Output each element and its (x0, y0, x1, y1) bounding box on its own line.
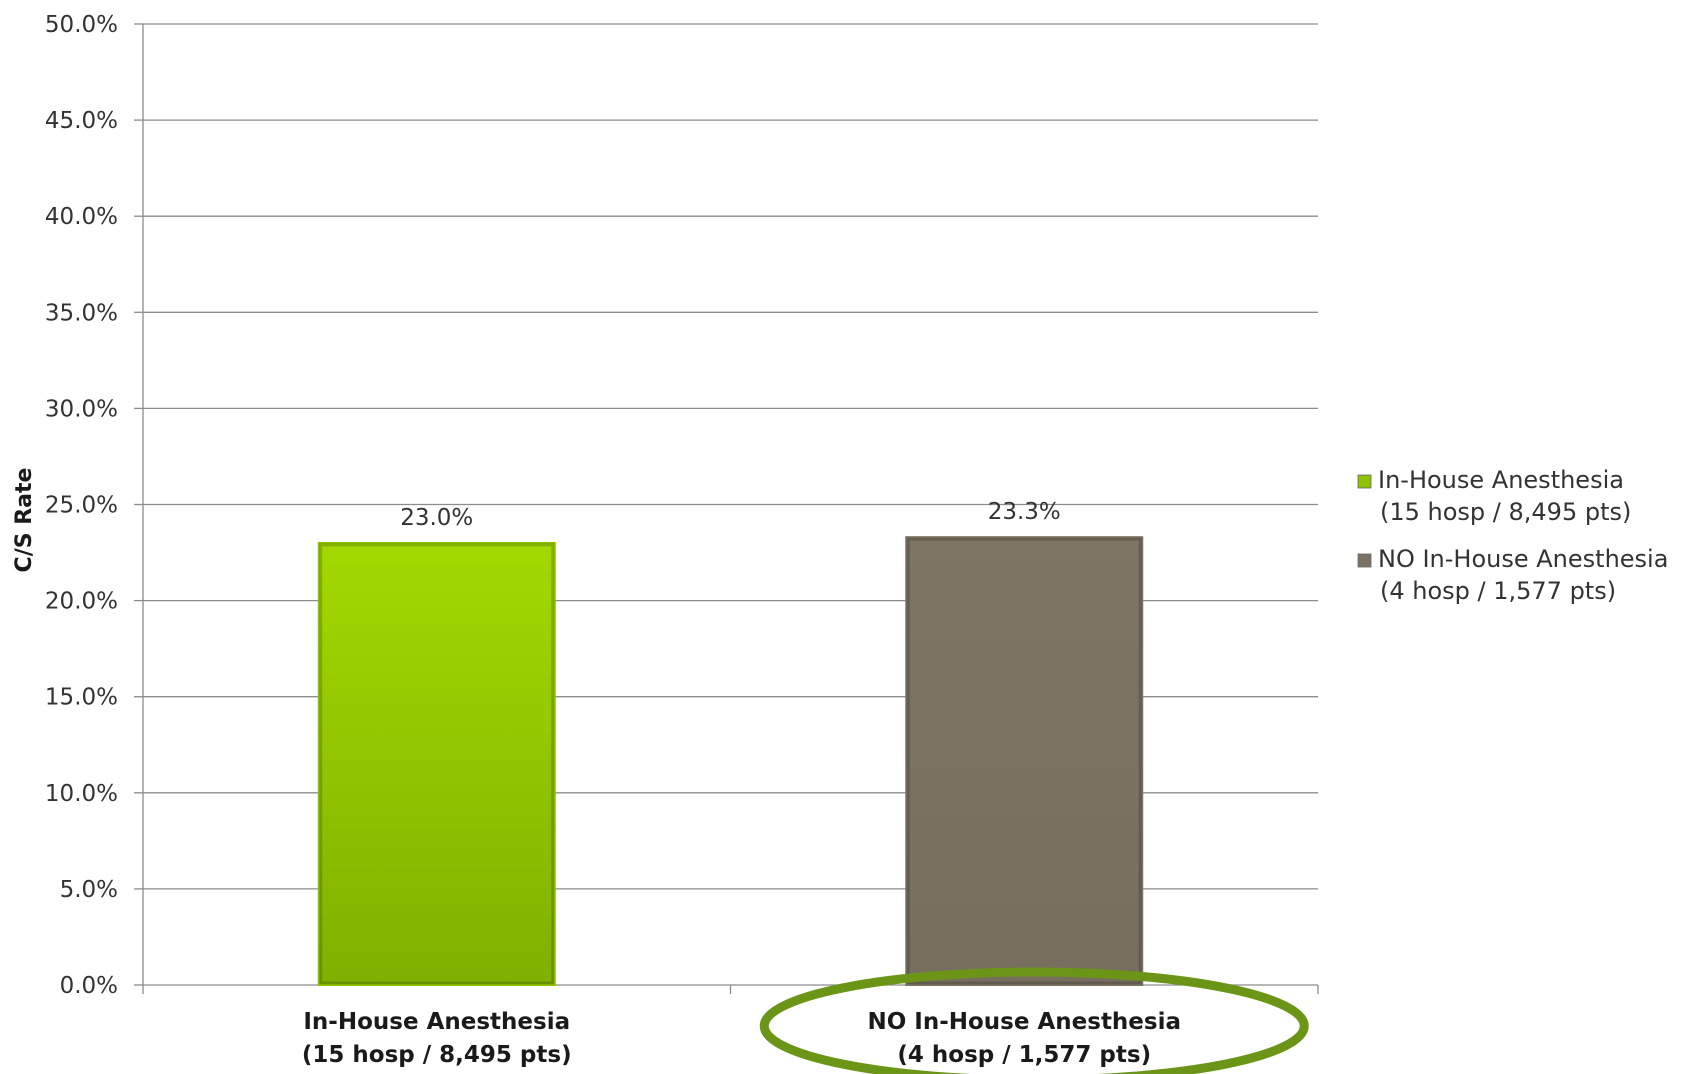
legend-label: In-House Anesthesia (1378, 466, 1624, 494)
y-tick-label: 40.0% (45, 204, 118, 230)
legend-label: NO In-House Anesthesia (1378, 545, 1668, 573)
y-tick-label: 20.0% (45, 589, 118, 615)
x-tick-label: In-House Anesthesia (303, 1009, 570, 1035)
data-label: 23.3% (988, 499, 1061, 525)
x-tick-label: (15 hosp / 8,495 pts) (302, 1042, 572, 1068)
y-tick-label: 0.0% (60, 973, 118, 999)
y-tick-label: 5.0% (60, 877, 118, 903)
y-tick-label: 25.0% (45, 493, 118, 519)
y-tick-labels: 0.0% 5.0% 10.0% 15.0% 20.0% 25.0% 30.0% 35.0% 40… (45, 12, 118, 999)
legend-label: (15 hosp / 8,495 pts) (1380, 498, 1631, 526)
bars (317, 536, 1144, 986)
y-axis-label: C/S Rate (12, 468, 37, 573)
y-tick-label: 50.0% (45, 12, 118, 38)
bar-bevel (319, 543, 555, 985)
y-tick-label: 45.0% (45, 108, 118, 134)
legend-label: (4 hosp / 1,577 pts) (1380, 577, 1616, 605)
y-tick-label: 35.0% (45, 300, 118, 326)
bar (905, 536, 1144, 986)
x-tick-label: NO In-House Anesthesia (867, 1009, 1181, 1035)
category-labels: In-House Anesthesia (15 hosp / 8,495 pts)… (302, 1009, 1181, 1068)
legend: In-House Anesthesia (15 hosp / 8,495 pts)… (1357, 466, 1668, 605)
bar (317, 541, 556, 986)
data-label: 23.0% (400, 505, 473, 531)
y-tick-label: 30.0% (45, 396, 118, 422)
bar-bevel (906, 537, 1142, 985)
y-tick-label: 15.0% (45, 685, 118, 711)
data-labels: 23.0% 23.3% (400, 499, 1061, 531)
highlight-ellipse-group (759, 967, 1309, 1074)
highlight-ellipse (759, 967, 1309, 1074)
legend-swatch (1357, 553, 1372, 568)
legend-swatch (1357, 474, 1372, 489)
y-tick-label: 10.0% (45, 781, 118, 807)
x-tick-label: (4 hosp / 1,577 pts) (897, 1042, 1151, 1068)
